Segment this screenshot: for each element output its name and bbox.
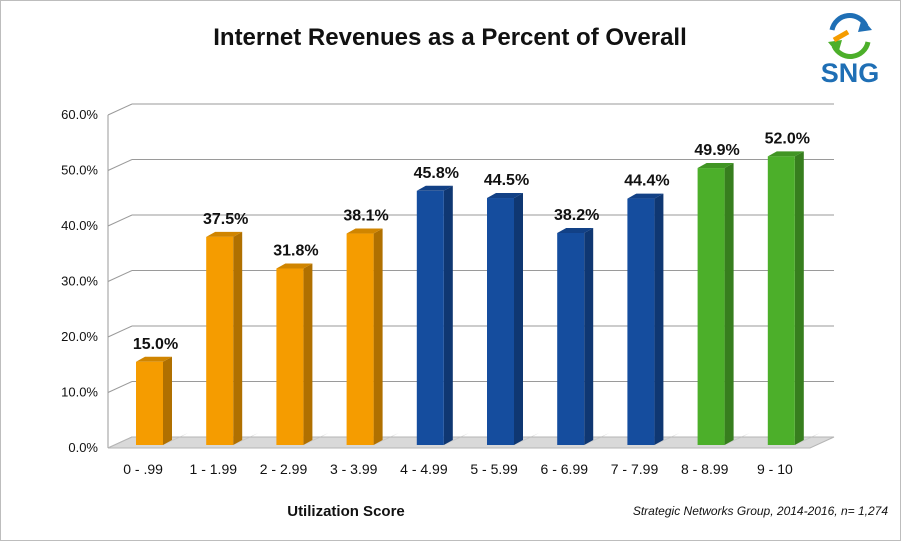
y-tick-label: 30.0% [61,274,98,289]
bar-side [794,151,804,445]
x-tick-label: 8 - 8.99 [681,461,729,477]
bar-top [697,163,734,169]
bar-side [724,163,734,445]
bar-shadow [584,433,610,445]
bar-side [514,193,523,445]
bar-side [373,228,383,445]
bar [697,163,750,445]
bar-shadow [443,433,469,445]
bar [276,263,329,445]
bar-top [136,356,172,362]
gridline-side [107,159,133,171]
bar-side [654,193,664,445]
bar-top [206,231,243,237]
bar-side [233,231,243,445]
data-label: 15.0% [133,336,178,353]
data-label: 52.0% [765,130,810,147]
x-tick-label: 9 - 10 [757,461,793,477]
gridline-side [107,381,133,393]
bar-side [584,227,594,445]
x-tick-label: 0 - .99 [123,461,163,477]
x-tick-label: 5 - 5.99 [470,461,518,477]
bar-shadow [163,433,188,445]
data-label: 37.5% [203,211,248,228]
data-label: 44.4% [624,173,669,190]
x-tick-label: 2 - 2.99 [260,461,308,477]
y-tick-label: 60.0% [61,107,98,122]
bar-front [136,361,163,445]
bar-front [697,168,725,445]
bar-front [206,236,234,445]
bar [627,193,680,445]
bars [136,151,820,445]
bar-front [346,233,374,445]
bar-side [303,263,313,445]
bar-front [416,190,444,445]
bar-front [627,198,655,445]
logo-text: SNG [821,58,880,88]
bar-top [487,193,523,199]
bar-top [276,263,313,269]
bar [767,151,820,445]
bar [487,193,539,445]
x-tick-label: 1 - 1.99 [190,461,238,477]
bar-shadow [654,433,680,445]
data-label: 49.9% [694,142,739,159]
bar-top [767,151,804,157]
bar [557,227,610,445]
recycle-arrows-icon [828,13,872,59]
bar-shadow [373,433,399,445]
y-tick-label: 40.0% [61,218,98,233]
bar-front [767,156,795,445]
source-note: Strategic Networks Group, 2014-2016, n= … [633,504,888,518]
y-tick-label: 0.0% [68,440,98,455]
gridline-side [107,103,133,116]
chart-title: Internet Revenues as a Percent of Overal… [213,24,687,51]
bar [206,231,259,445]
x-axis-title: Utilization Score [287,503,405,520]
bar-shadow [514,433,539,445]
bar [346,228,399,445]
gridline-side [107,270,133,282]
data-labels: 15.0% 37.5% 31.8% 38.1% 45.8% 44.5% 38.2% 44.4%… [133,130,810,352]
bar-front [487,198,514,445]
bar [136,356,188,445]
data-label: 44.5% [484,172,529,189]
bar-shadow [233,433,259,445]
data-label: 45.8% [414,165,459,182]
data-label: 31.8% [273,243,318,260]
bar-shadow [794,433,820,445]
y-tick-label: 20.0% [61,329,98,344]
x-tick-label: 7 - 7.99 [611,461,659,477]
y-axis-ticks: 0.0% 10.0% 20.0% 30.0% 40.0% 50.0% 60.0% [61,107,98,455]
bar-side [443,185,453,445]
bar-top [416,185,453,191]
bar-top [627,193,664,199]
bar-front [276,268,304,445]
gridline-side [107,325,133,338]
gridline-side [107,214,133,227]
sng-logo: SNG [821,13,880,88]
bar-shadow [303,433,329,445]
x-tick-label: 6 - 6.99 [541,461,589,477]
y-tick-label: 50.0% [61,163,98,178]
x-tick-label: 3 - 3.99 [330,461,378,477]
bar-top [557,227,594,233]
bar [416,185,469,445]
bar-top [346,228,383,234]
data-label: 38.1% [343,208,388,225]
bar-front [557,232,585,445]
x-tick-label: 4 - 4.99 [400,461,448,477]
data-label: 38.2% [554,207,599,224]
bar-side [163,356,172,445]
bar-shadow [724,433,750,445]
x-axis-categories: 0 - .99 1 - 1.99 2 - 2.99 3 - 3.99 4 - 4.99 5… [123,461,793,477]
y-tick-label: 10.0% [61,385,98,400]
